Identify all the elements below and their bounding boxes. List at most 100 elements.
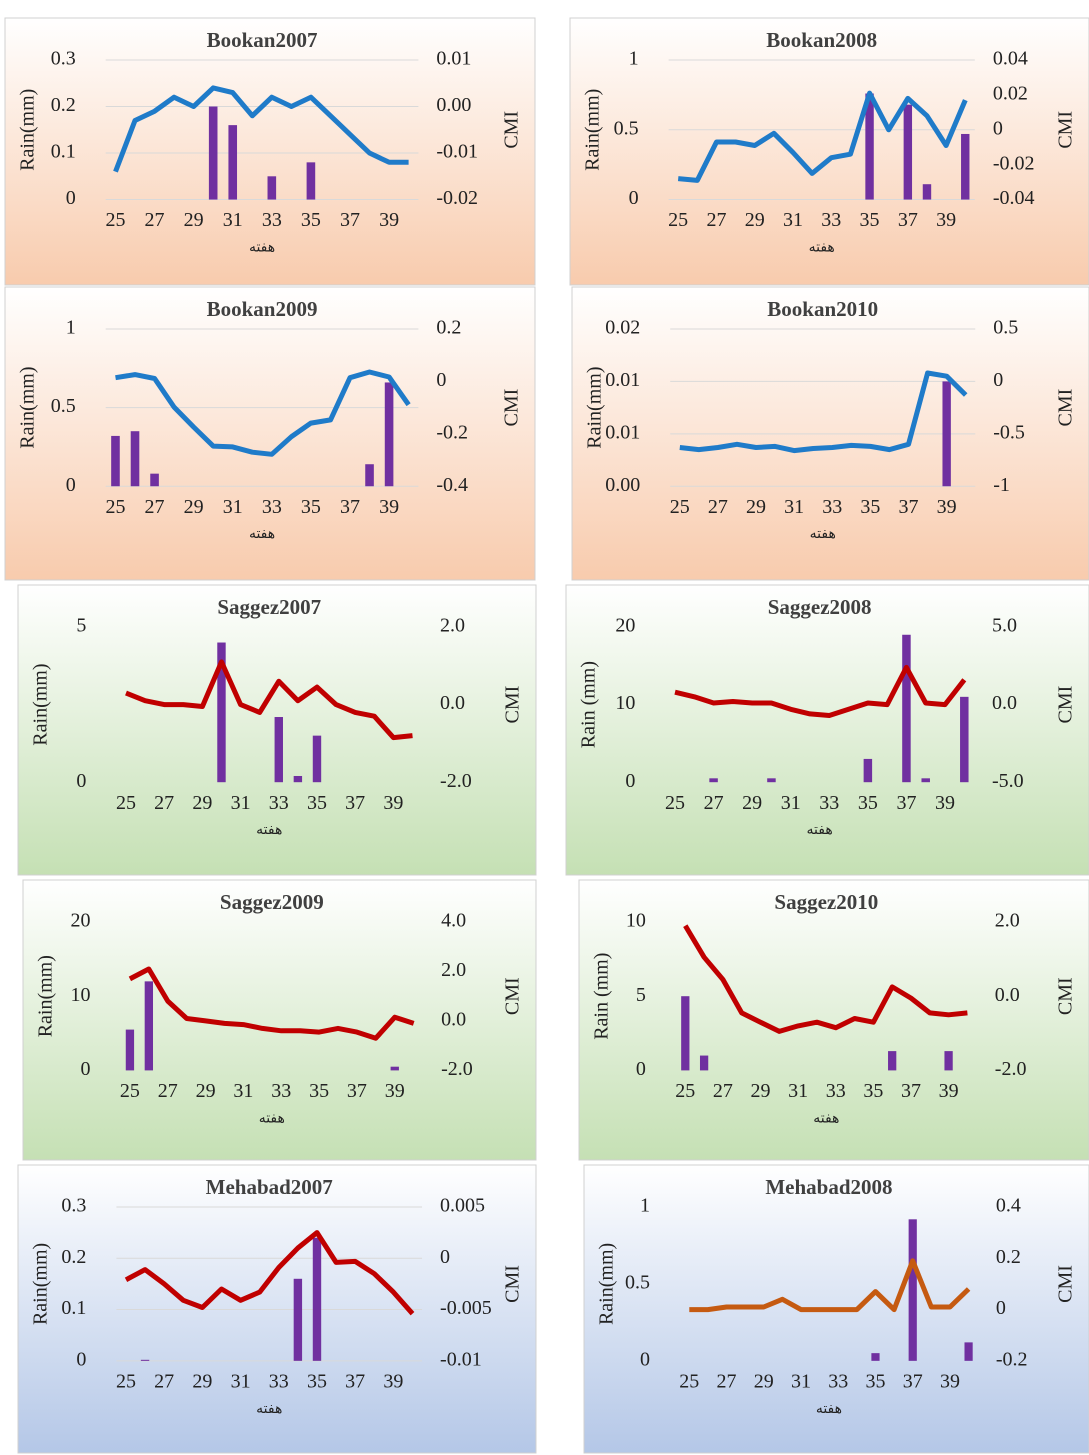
y-tick-label: 0.2 <box>61 1246 86 1268</box>
y-tick-label: 10 <box>70 984 90 1006</box>
y2-tick-label: 0.04 <box>993 48 1028 70</box>
y2-tick-label: 0.5 <box>993 317 1018 339</box>
y2-tick-label: -2.0 <box>995 1058 1027 1080</box>
x-tick-label: 25 <box>120 1080 140 1102</box>
x-tick-label: 37 <box>899 496 919 518</box>
chart-panel: Saggez2007 0 5 -2.0 0.0 2.0 25 27 29 31 33 35 37 39 هف… <box>17 584 537 876</box>
y2-tick-label: 2.0 <box>441 959 466 981</box>
x-tick-label: 35 <box>858 792 878 814</box>
chart-panel: Saggez2009 0 10 20 -2.0 0.0 2.0 4.0 25 27 29 31 33 35… <box>22 879 537 1161</box>
x-tick-label: 31 <box>784 496 804 518</box>
y-tick-label: 0 <box>76 1348 86 1370</box>
x-tick-label: 29 <box>184 209 204 231</box>
x-tick-label: 37 <box>896 792 916 814</box>
y2-tick-label: 0 <box>993 117 1003 139</box>
x-tick-label: 35 <box>307 792 327 814</box>
x-tick-label: 25 <box>105 496 125 518</box>
cmi-line <box>128 966 415 1041</box>
bar <box>150 473 159 487</box>
y-tick-label: 1 <box>66 317 76 339</box>
bar <box>125 1029 135 1071</box>
x-tick-label: 29 <box>746 496 766 518</box>
x-tick-label: 35 <box>860 209 880 231</box>
y2-tick-label: -0.2 <box>996 1348 1028 1370</box>
bar <box>306 162 316 200</box>
y-tick-label: 10 <box>615 692 635 714</box>
x-tick-label: 35 <box>865 1370 885 1392</box>
bar <box>921 778 930 783</box>
y-tick-label: 0.1 <box>61 1297 86 1319</box>
bar <box>865 93 874 200</box>
x-tick-label: 33 <box>821 209 841 231</box>
panel-background <box>17 1164 537 1454</box>
x-axis-title: هفته <box>810 526 836 542</box>
x-tick-label: 29 <box>192 1370 212 1392</box>
bar <box>293 775 303 783</box>
y2-tick-label: -0.02 <box>436 187 478 209</box>
cmi-line <box>115 369 411 457</box>
x-tick-label: 27 <box>708 496 728 518</box>
bar <box>699 1055 709 1071</box>
x-tick-label: 35 <box>860 496 880 518</box>
y2-axis-title: CMI <box>1055 686 1077 724</box>
cmi-line <box>679 370 968 454</box>
x-tick-label: 35 <box>309 1080 329 1102</box>
y2-tick-label: 0 <box>436 369 446 391</box>
x-tick-label: 29 <box>745 209 765 231</box>
y2-tick-label: -5.0 <box>992 770 1024 792</box>
y2-axis-title: CMI <box>1055 1265 1077 1303</box>
y2-tick-label: -0.01 <box>440 1348 482 1370</box>
y-tick-label: 0 <box>66 187 76 209</box>
y-tick-label: 0.01 <box>605 369 640 391</box>
x-tick-label: 25 <box>679 1370 699 1392</box>
y2-tick-label: 0 <box>440 1246 450 1268</box>
bar <box>312 1237 322 1361</box>
y-tick-label: 0.5 <box>625 1272 650 1294</box>
y-tick-label: 0.3 <box>61 1195 86 1217</box>
y-tick-label: 0.02 <box>605 317 640 339</box>
y2-axis-title: CMI <box>501 389 523 427</box>
y2-axis-title: CMI <box>502 977 524 1015</box>
x-tick-label: 25 <box>665 792 685 814</box>
y2-tick-label: -0.2 <box>436 421 468 443</box>
x-tick-label: 39 <box>935 792 955 814</box>
panel-background <box>565 584 1089 876</box>
bar <box>144 981 154 1071</box>
x-tick-label: 25 <box>668 209 688 231</box>
y2-tick-label: 0.00 <box>436 94 471 116</box>
chart-title: Saggez2009 <box>220 890 324 914</box>
x-tick-label: 25 <box>675 1080 695 1102</box>
x-tick-label: 33 <box>269 1370 289 1392</box>
x-tick-label: 37 <box>901 1080 921 1102</box>
x-tick-label: 35 <box>307 1370 327 1392</box>
x-tick-label: 33 <box>826 1080 846 1102</box>
x-tick-label: 39 <box>383 1370 403 1392</box>
y-tick-label: 20 <box>70 910 90 932</box>
y2-tick-label: -0.5 <box>993 421 1025 443</box>
x-tick-label: 27 <box>154 792 174 814</box>
bar <box>871 1353 880 1361</box>
bar <box>390 1066 399 1071</box>
x-tick-label: 33 <box>262 209 282 231</box>
x-tick-label: 39 <box>385 1080 405 1102</box>
bar <box>863 758 873 783</box>
y-axis-title: Rain(mm) <box>35 955 57 1037</box>
x-axis-title: هفته <box>256 1401 282 1417</box>
bar <box>140 1359 150 1361</box>
x-tick-label: 27 <box>145 209 165 231</box>
x-tick-label: 33 <box>262 496 282 518</box>
cmi-line <box>124 1230 415 1316</box>
y-tick-label: 5 <box>76 615 86 637</box>
x-tick-label: 25 <box>105 209 125 231</box>
chart-title: Bookan2009 <box>207 297 318 321</box>
bar <box>902 634 911 783</box>
x-axis-title: هفته <box>807 822 833 838</box>
bar <box>312 735 322 783</box>
bar <box>944 1051 953 1071</box>
x-tick-label: 33 <box>269 792 289 814</box>
panel-background <box>578 879 1089 1161</box>
bar <box>709 778 718 783</box>
chart-panel: Saggez2008 0 10 20 -5.0 0.0 5.0 25 27 29 31 33 35 37 3… <box>565 584 1089 876</box>
y-tick-label: 0.5 <box>51 395 76 417</box>
x-tick-label: 27 <box>713 1080 733 1102</box>
